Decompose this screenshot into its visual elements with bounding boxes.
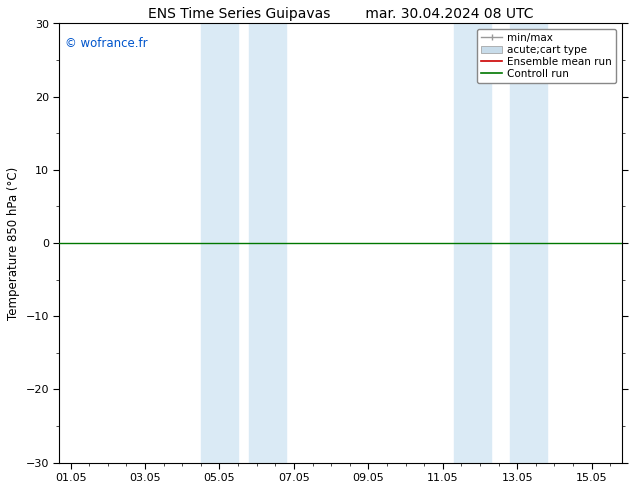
Bar (454, 24, 491, 463)
Bar (201, 24, 238, 463)
Bar (249, 24, 287, 463)
Title: ENS Time Series Guipavas        mar. 30.04.2024 08 UTC: ENS Time Series Guipavas mar. 30.04.2024… (148, 7, 533, 21)
Bar (510, 24, 547, 463)
Text: © wofrance.fr: © wofrance.fr (65, 37, 148, 49)
Y-axis label: Temperature 850 hPa (°C): Temperature 850 hPa (°C) (7, 167, 20, 319)
Legend: min/max, acute;cart type, Ensemble mean run, Controll run: min/max, acute;cart type, Ensemble mean … (477, 29, 616, 83)
